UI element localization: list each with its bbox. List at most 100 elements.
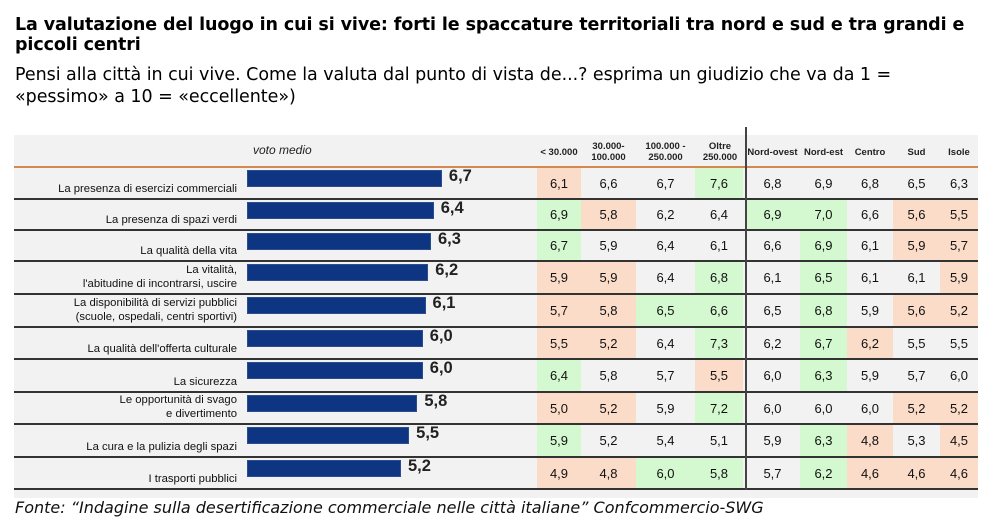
row-divider [14, 488, 978, 490]
bar [247, 202, 434, 219]
table-cell: 5,9 [763, 433, 782, 448]
table-cell: 6,9 [800, 231, 847, 260]
table-cell: 6,4 [656, 335, 675, 351]
table-row: I trasporti pubblici 5,2 4,9 4,8 6,0 5,8 5,7 6,… [14, 457, 978, 488]
row-label: I trasporti pubblici [148, 472, 237, 485]
table-cell: 5,9 [656, 400, 675, 416]
table-cell: 6,2 [656, 207, 675, 222]
bar-value-label: 5,8 [424, 392, 448, 410]
table-cell: 4,6 [940, 458, 978, 488]
row-divider [14, 326, 978, 328]
row-label: La qualità dell'offerta culturale [87, 342, 237, 355]
row-divider [14, 293, 978, 295]
bar-value-label: 6,7 [448, 167, 472, 185]
table-cell: 6,8 [800, 295, 847, 326]
table-row: La sicurezza 6,0 6,4 5,8 5,7 5,5 6,0 6,3 5,9 5,7 6… [14, 359, 978, 391]
column-header: 30.000- 100.000 [591, 141, 626, 163]
row-label: La sicurezza [173, 375, 237, 388]
table-cell: 6,3 [800, 425, 847, 456]
table-cell: 5,0 [537, 393, 581, 423]
bar [247, 233, 431, 250]
table-cell: 5,9 [537, 425, 581, 456]
table-cell: 5,9 [581, 262, 636, 293]
table-cell: 5,9 [860, 368, 880, 383]
table-cell: 6,8 [695, 262, 743, 293]
row-label: La cura e la pulizia degli spazi [86, 440, 237, 453]
table-cell: 5,2 [940, 295, 978, 326]
column-header: Nord-ovest [747, 146, 798, 158]
table-cell: 6,8 [860, 175, 880, 191]
table-cell: 7,3 [695, 328, 743, 358]
table-cell: 6,0 [814, 400, 833, 416]
table-cell: 6,8 [763, 175, 782, 191]
bar [247, 264, 429, 281]
table-row: La presenza di spazi verdi 6,4 6,9 5,8 6,2 6,… [14, 199, 978, 229]
table-cell: 5,2 [599, 433, 618, 448]
row-label: La vitalità, l'abitudine di incontrarsi, … [82, 264, 237, 290]
column-header: < 30.000 [540, 146, 578, 158]
table-cell: 4,6 [847, 458, 893, 488]
row-label: Le opportunità di svago e divertimento [119, 394, 237, 420]
table-cell: 5,7 [940, 231, 978, 260]
bar-value-label: 6,0 [429, 359, 453, 377]
table-cell: 6,5 [907, 175, 926, 191]
column-header: Sud [907, 146, 926, 158]
table-cell: 6,1 [860, 238, 880, 253]
header-divider [14, 166, 978, 168]
table-cell: 6,9 [745, 200, 800, 229]
table-cell: 7,2 [695, 393, 743, 423]
row-label: La presenza di spazi verdi [105, 213, 237, 226]
table-cell: 6,1 [860, 270, 880, 285]
table-cell: 5,5 [940, 200, 978, 229]
table-cell: 6,4 [709, 207, 729, 222]
table-cell: 5,9 [599, 238, 618, 253]
bar [247, 330, 423, 347]
column-group-divider [745, 127, 747, 490]
table-cell: 6,7 [800, 328, 847, 358]
table-cell: 5,7 [656, 368, 675, 383]
table-cell: 5,4 [656, 433, 675, 448]
table-row: La presenza di esercizi commerciali 6,7 6,… [14, 167, 978, 198]
table-cell: 5,9 [537, 262, 581, 293]
table-cell: 6,2 [763, 335, 782, 351]
table-cell: 6,9 [537, 200, 581, 229]
table-cell: 6,6 [695, 295, 743, 326]
table-cell: 6,1 [763, 270, 782, 285]
table-cell: 6,0 [763, 368, 782, 383]
table-cell: 6,0 [949, 368, 969, 383]
table-cell: 5,9 [893, 231, 940, 260]
bar-value-label: 6,4 [440, 199, 464, 217]
table-cell: 6,6 [599, 175, 618, 191]
table-cell: 6,4 [656, 238, 675, 253]
table-cell: 6,0 [636, 458, 695, 488]
table-cell: 5,3 [907, 433, 926, 448]
table-cell: 5,5 [949, 335, 969, 351]
bar-value-label: 6,1 [432, 294, 456, 312]
table-cell: 7,0 [800, 200, 847, 229]
bar-value-label: 5,5 [416, 424, 440, 442]
table-cell: 5,8 [581, 295, 636, 326]
column-header: 100.000 -250.000 [645, 141, 686, 163]
row-label: La disponibilità di servizi pubblici (scu… [73, 297, 237, 323]
table-cell: 4,5 [940, 425, 978, 456]
source-note: Fonte: “Indagine sulla desertificazione … [15, 498, 764, 517]
table-cell: 5,8 [599, 368, 618, 383]
table-cell: 5,6 [893, 200, 940, 229]
row-divider [14, 198, 978, 200]
table-cell: 5,5 [537, 328, 581, 358]
table-cell: 6,6 [763, 238, 782, 253]
table-cell: 5,5 [907, 335, 926, 351]
table-cell: 6,6 [860, 207, 880, 222]
row-divider [14, 229, 978, 231]
table-row: La qualità dell'offerta culturale 6,0 5,5 5… [14, 327, 978, 358]
column-header: Isole [948, 146, 970, 158]
table-cell: 6,9 [814, 175, 833, 191]
table-cell: 6,3 [949, 175, 969, 191]
table-header: voto medio < 30.000 30.000- 100.000 100.000… [14, 135, 978, 167]
table-row: La cura e la pulizia degli spazi 5,5 5,9 5,… [14, 424, 978, 456]
table-cell: 6,3 [800, 360, 847, 391]
row-divider [14, 358, 978, 360]
row-label: La qualità della vita [140, 244, 237, 257]
chart-subtitle: Pensi alla città in cui vive. Come la va… [15, 65, 892, 107]
table-cell: 5,2 [940, 393, 978, 423]
